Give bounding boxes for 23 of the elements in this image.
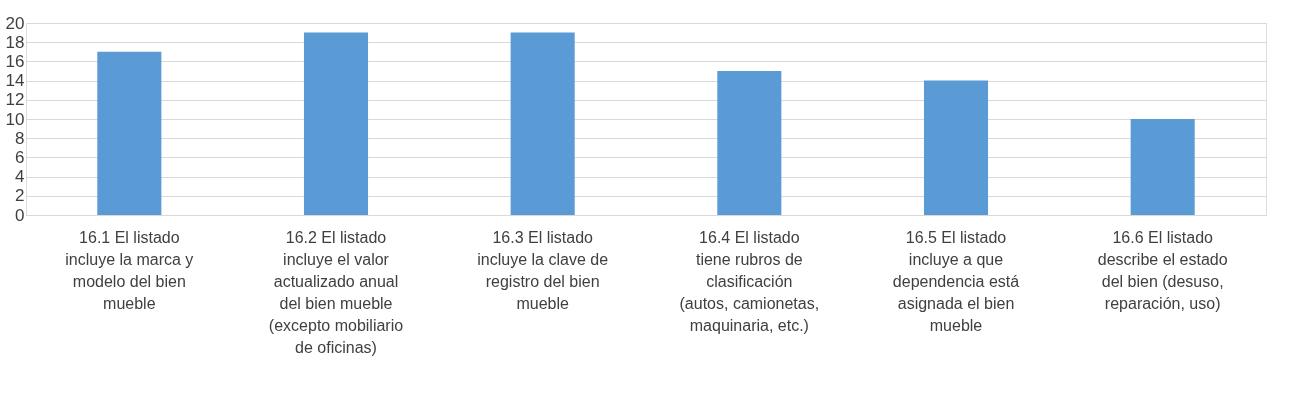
x-tick-label: 16.4 El listado tiene rubros de clasificación (autos, camionetas, maquinaria, etc.)	[679, 228, 820, 334]
y-tick-label: 12	[5, 90, 25, 110]
x-tick-label: 16.2 El listado incluye el valor actualizado anual del bien mueble (excepto mobiliario de oficinas)	[268, 228, 404, 356]
x-tick-label: 16.1 El listado incluye la marca y modelo del bien mueble	[65, 228, 194, 312]
bar	[97, 51, 162, 215]
y-tick-label: 4	[15, 167, 25, 187]
y-tick-label: 0	[15, 205, 25, 225]
x-tick-label: 16.3 El listado incluye la clave de registro del bien mueble	[477, 228, 609, 312]
bar	[717, 71, 782, 215]
y-tick-label: 6	[15, 147, 25, 167]
bar	[1130, 119, 1195, 215]
x-tick-label: 16.6 El listado describe el estado del bien (desuso, reparación, uso)	[1097, 228, 1228, 312]
bar	[923, 80, 989, 215]
x-tick-label: 16.5 El listado incluye a que dependencia está asignada el bien mueble	[892, 228, 1020, 334]
bar	[303, 32, 369, 215]
y-tick-label: 10	[5, 109, 25, 129]
y-tick-label: 14	[5, 71, 25, 91]
y-tick-label: 2	[15, 186, 25, 206]
y-tick-label: 8	[15, 128, 25, 148]
bar	[510, 32, 575, 215]
y-tick-label: 20	[5, 13, 25, 33]
y-tick-label: 18	[5, 32, 25, 52]
y-tick-label: 16	[5, 51, 25, 71]
